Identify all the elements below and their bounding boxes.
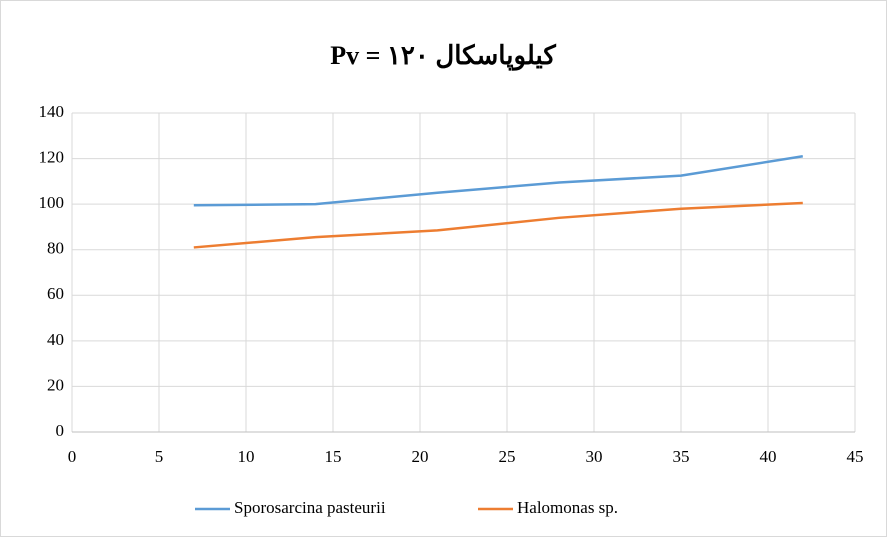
x-tick-label: 30 xyxy=(586,447,603,466)
legend-label: Halomonas sp. xyxy=(517,498,618,517)
data-line xyxy=(193,201,803,249)
y-tick-label: 140 xyxy=(39,102,65,121)
y-tick-label: 20 xyxy=(47,375,64,394)
legend-label: Sporosarcina pasteurii xyxy=(234,498,386,517)
y-tick-label: 60 xyxy=(47,284,64,303)
y-tick-label: 80 xyxy=(47,239,64,258)
x-tick-label: 15 xyxy=(325,447,342,466)
x-tick-label: 20 xyxy=(412,447,429,466)
data-line xyxy=(193,155,803,207)
y-tick-label: 0 xyxy=(56,421,65,440)
y-tick-label: 40 xyxy=(47,330,64,349)
x-tick-label: 40 xyxy=(760,447,777,466)
y-tick-label: 120 xyxy=(39,147,65,166)
x-tick-label: 25 xyxy=(499,447,516,466)
x-tick-label: 10 xyxy=(238,447,255,466)
x-tick-label: 35 xyxy=(673,447,690,466)
x-tick-label: 45 xyxy=(847,447,864,466)
y-tick-label: 100 xyxy=(39,193,65,212)
x-tick-label: 0 xyxy=(68,447,77,466)
x-tick-label: 5 xyxy=(155,447,164,466)
chart-title: Pv = ۱۲۰ کیلوپاسکال xyxy=(330,41,556,71)
